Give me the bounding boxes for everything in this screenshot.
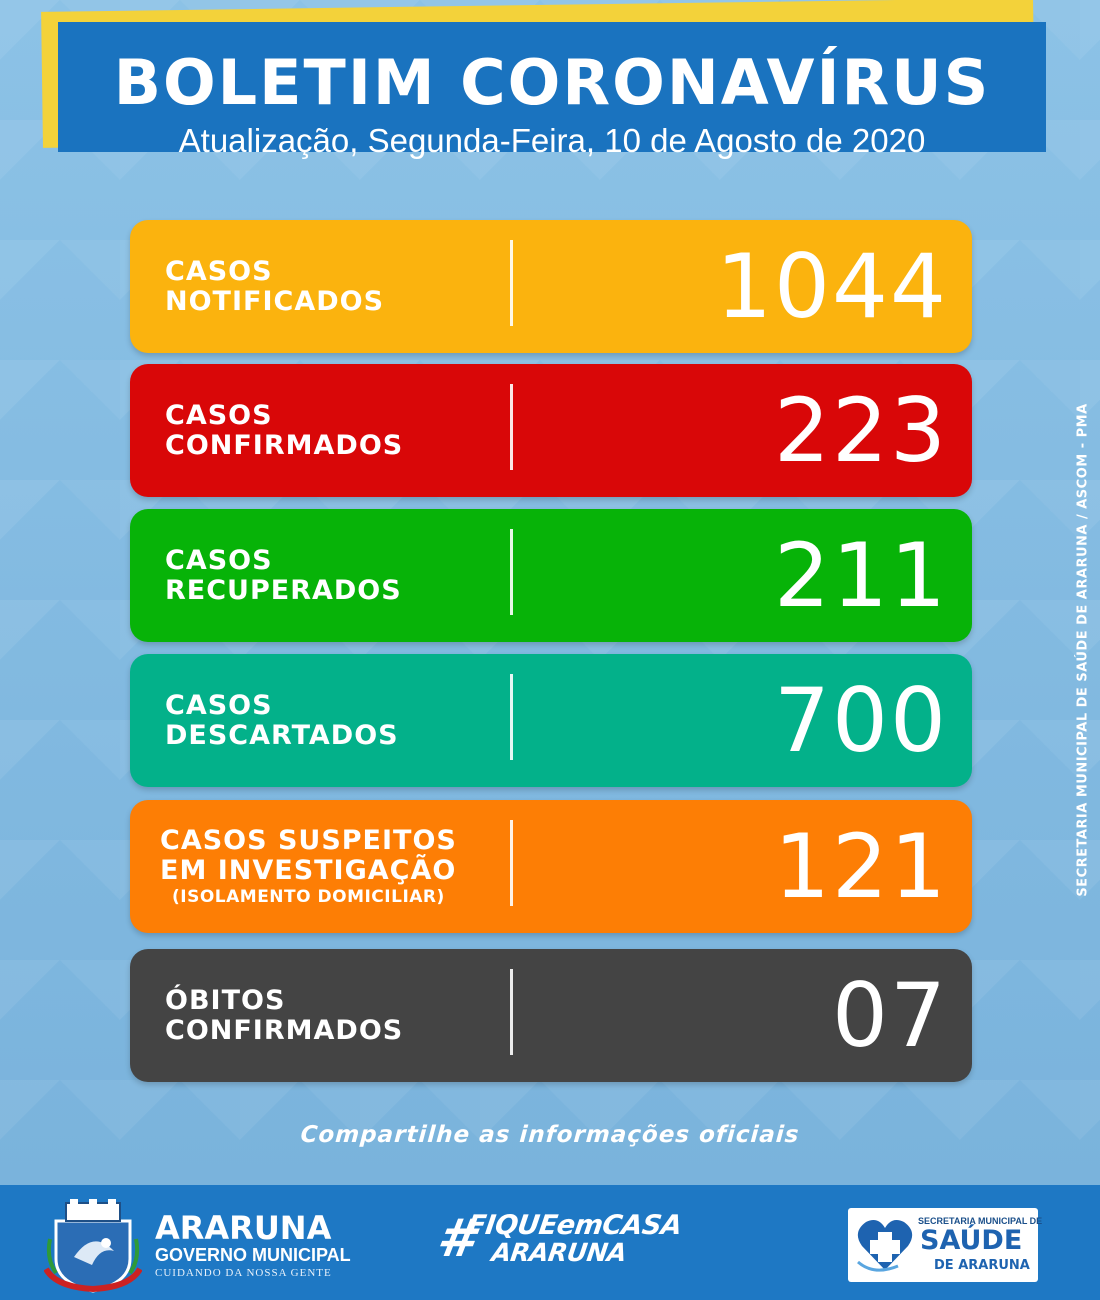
card-label-line2: DESCARTADOS [165, 719, 399, 751]
card-label-line2: NOTIFICADOS [165, 285, 385, 317]
card-label-line1: CASOS [165, 399, 273, 431]
card-value: 1044 [716, 235, 948, 338]
card-value: 07 [832, 964, 948, 1067]
card-label: CASOS SUSPEITOS EM INVESTIGAÇÃO (ISOLAME… [160, 800, 457, 933]
card-divider [510, 820, 513, 906]
card-confirmed-cases: CASOS CONFIRMADOS 223 [130, 364, 972, 497]
card-divider [510, 384, 513, 470]
card-label-line1: ÓBITOS [165, 984, 286, 1016]
update-date: Atualização, Segunda-Feira, 10 de Agosto… [178, 122, 926, 159]
header-banner: BOLETIM CORONAVÍRUS Atualização, Segunda… [58, 22, 1046, 159]
health-logo-top: SECRETARIA MUNICIPAL DE [918, 1216, 1043, 1226]
card-divider [510, 674, 513, 760]
card-value: 223 [774, 379, 948, 482]
health-logo-main: SAÚDE [920, 1225, 1023, 1256]
card-label-line1: CASOS [165, 544, 273, 576]
card-discarded-cases: CASOS DESCARTADOS 700 [130, 654, 972, 787]
hashtag-line1: FIQUEemCASA [465, 1210, 684, 1241]
card-deaths-confirmed: ÓBITOS CONFIRMADOS 07 [130, 949, 972, 1082]
card-suspected-cases: CASOS SUSPEITOS EM INVESTIGAÇÃO (ISOLAME… [130, 800, 972, 933]
card-notified-cases: CASOS NOTIFICADOS 1044 [130, 220, 972, 353]
government-label: GOVERNO MUNICIPAL [155, 1245, 351, 1265]
card-label-line2: EM INVESTIGAÇÃO [160, 854, 457, 886]
card-value: 700 [774, 669, 948, 772]
page-title: BOLETIM CORONAVÍRUS [113, 46, 991, 119]
card-recovered-cases: CASOS RECUPERADOS 211 [130, 509, 972, 642]
card-label-line1: CASOS [165, 255, 273, 287]
card-label-line2: CONFIRMADOS [165, 429, 404, 461]
heart-cross-icon [857, 1220, 913, 1272]
side-credit: SECRETARIA MUNICIPAL DE SAÚDE DE ARARUNA… [1075, 403, 1091, 897]
card-divider [510, 240, 513, 326]
city-tagline: CUIDANDO DA NOSSA GENTE [155, 1267, 332, 1279]
hashtag-line2: ARARUNA [489, 1238, 629, 1267]
health-department-logo: SECRETARIA MUNICIPAL DE SAÚDE DE ARARUNA [848, 1208, 1042, 1282]
card-label-line3: (ISOLAMENTO DOMICILIAR) [172, 886, 445, 907]
card-value: 121 [774, 815, 948, 918]
health-logo-bottom: DE ARARUNA [934, 1258, 1030, 1273]
card-label-line2: RECUPERADOS [165, 574, 402, 606]
card-label: CASOS CONFIRMADOS [165, 364, 403, 497]
card-value: 211 [774, 524, 948, 627]
card-label: CASOS RECUPERADOS [165, 509, 402, 642]
card-label-line1: CASOS SUSPEITOS [160, 824, 457, 856]
card-divider [510, 529, 513, 615]
card-label-line2: CONFIRMADOS [165, 1014, 404, 1046]
city-crest-icon [44, 1199, 142, 1293]
card-label: CASOS DESCARTADOS [165, 654, 399, 787]
card-label: CASOS NOTIFICADOS [165, 220, 384, 353]
card-label: ÓBITOS CONFIRMADOS [165, 949, 403, 1082]
card-label-line1: CASOS [165, 689, 273, 721]
card-divider [510, 969, 513, 1055]
footer: ARARUNA GOVERNO MUNICIPAL CUIDANDO DA NO… [0, 1185, 1100, 1300]
city-name: ARARUNA [155, 1209, 332, 1247]
share-message: Compartilhe as informações oficiais [299, 1122, 801, 1148]
